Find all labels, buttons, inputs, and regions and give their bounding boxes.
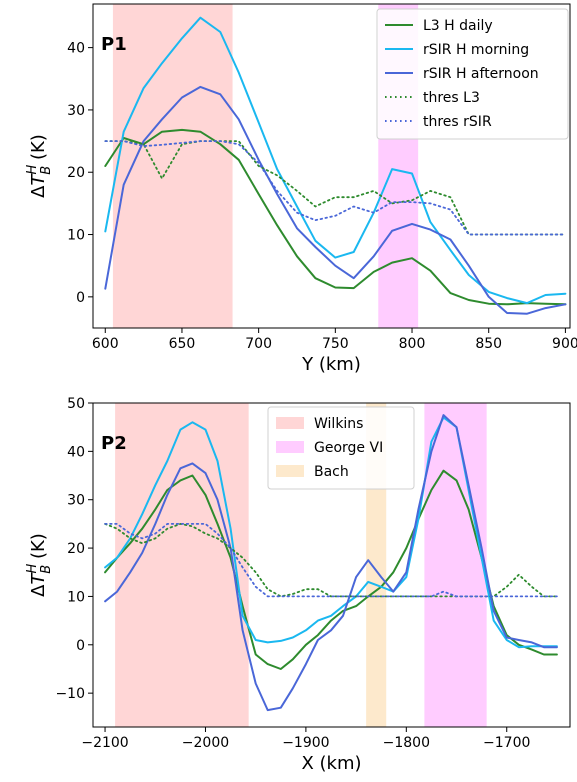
- p2-y-tick-label: 10: [67, 589, 85, 605]
- p1-x-tick-label: 800: [399, 336, 426, 352]
- p1-shaded-region-0: [112, 4, 233, 328]
- p1-series-rsir-h-morning: [104, 16, 567, 305]
- p2-x-tick-label: −2000: [182, 735, 229, 751]
- p2-legend-swatch: [276, 417, 304, 429]
- panel-p1: 600 650 700 750 800 850 900 0 10 20 30 40 Y (km) ΔTHB…: [25, 3, 577, 375]
- p2-y-tick-label: 20: [67, 541, 85, 557]
- p2-y-axis-label: ΔTHB (K): [25, 533, 54, 597]
- p2-y-tick-label: 30: [67, 493, 85, 509]
- p2-y-axis-label-delta: Δ: [28, 584, 49, 597]
- p2-y-tick-label: 40: [67, 444, 85, 460]
- p1-legend-label: rSIR H morning: [423, 42, 529, 58]
- p2-legend-label: Wilkins: [314, 416, 363, 432]
- p2-legend: Wilkins George VI Bach: [267, 406, 415, 490]
- p2-x-axis-label: X (km): [301, 753, 361, 774]
- p1-panel-label: P1: [101, 34, 127, 55]
- p1-series-thres-rsir: [104, 140, 567, 236]
- p1-y-axis-label-unit: (K): [28, 134, 49, 166]
- panel-p2: −2100 −2000 −1900 −1800 −1700 −10 0 10 20 30 40 50 X…: [25, 396, 571, 774]
- p2-y-axis-label-sub: B: [39, 565, 54, 574]
- p1-y-axis-label-delta: Δ: [28, 185, 49, 198]
- p1-legend-label: L3 H daily: [423, 18, 493, 34]
- p2-x-tick-label: −2100: [81, 735, 128, 751]
- p1-y-axis-label-sup: H: [25, 164, 40, 174]
- p1-legend-box: [376, 8, 569, 140]
- p1-x-tick-label: 850: [475, 336, 502, 352]
- p1-legend-label: rSIR H afternoon: [423, 66, 539, 82]
- p1-x-tick-label: 700: [245, 336, 272, 352]
- p1-y-tick-label: 40: [67, 41, 85, 57]
- p1-x-axis-label: Y (km): [301, 354, 361, 375]
- p2-y-axis-label-sup: H: [25, 563, 40, 573]
- p1-y-axis-label-sub: B: [39, 166, 54, 175]
- p1-series-rsir-h-afternoon: [104, 85, 567, 315]
- p2-y-axis-label-unit: (K): [28, 533, 49, 565]
- p2-series-group: [104, 414, 558, 712]
- p1-legend-label: thres rSIR: [423, 114, 492, 130]
- p1-y-tick-label: 0: [76, 290, 85, 306]
- p1-x-tick-label: 600: [92, 336, 119, 352]
- p2-axes-frame: [92, 402, 571, 728]
- p1-y-axis-label: ΔTHB (K): [25, 134, 54, 198]
- p2-y-tick-label: 50: [67, 396, 85, 412]
- p1-series-l3-h-daily: [104, 128, 567, 306]
- p1-legend-label: thres L3: [423, 90, 480, 106]
- p1-x-tick-label: 750: [322, 336, 349, 352]
- p1-y-tick-label: 10: [67, 228, 85, 244]
- p1-axes-frame: [92, 3, 571, 329]
- p1-series-group: [104, 16, 567, 315]
- p2-y-tick-label: 0: [76, 638, 85, 654]
- p2-legend-label: George VI: [314, 440, 383, 456]
- p1-series-thres-l3: [104, 140, 567, 236]
- p2-legend-swatch: [276, 441, 304, 453]
- p1-legend: L3 H daily rSIR H morning rSIR H afternoon…: [376, 8, 569, 140]
- p2-x-tick-label: −1700: [483, 735, 530, 751]
- p1-y-axis-label-t: T: [28, 172, 49, 185]
- p2-shaded-region-wilkins: [115, 403, 249, 727]
- p2-legend-label: Bach: [314, 464, 349, 480]
- p2-x-tick-label: −1900: [282, 735, 329, 751]
- p2-y-tick-label: −10: [55, 686, 85, 702]
- p2-x-tick-label: −1800: [383, 735, 430, 751]
- p2-series-rsir-h-morning: [104, 416, 558, 649]
- p2-legend-swatch: [276, 465, 304, 477]
- p2-shaded-region-george-vi: [424, 403, 487, 727]
- p2-y-axis-label-t: T: [28, 571, 49, 584]
- p1-y-tick-label: 20: [67, 165, 85, 181]
- p1-y-tick-label: 30: [67, 103, 85, 119]
- p2-series-thres-rsir: [104, 523, 558, 598]
- p2-panel-label: P2: [101, 433, 127, 454]
- p2-series-rsir-h-afternoon: [104, 414, 558, 712]
- p1-x-tick-label: 900: [552, 336, 577, 352]
- p2-legend-box: [267, 406, 415, 490]
- p1-x-tick-label: 650: [169, 336, 196, 352]
